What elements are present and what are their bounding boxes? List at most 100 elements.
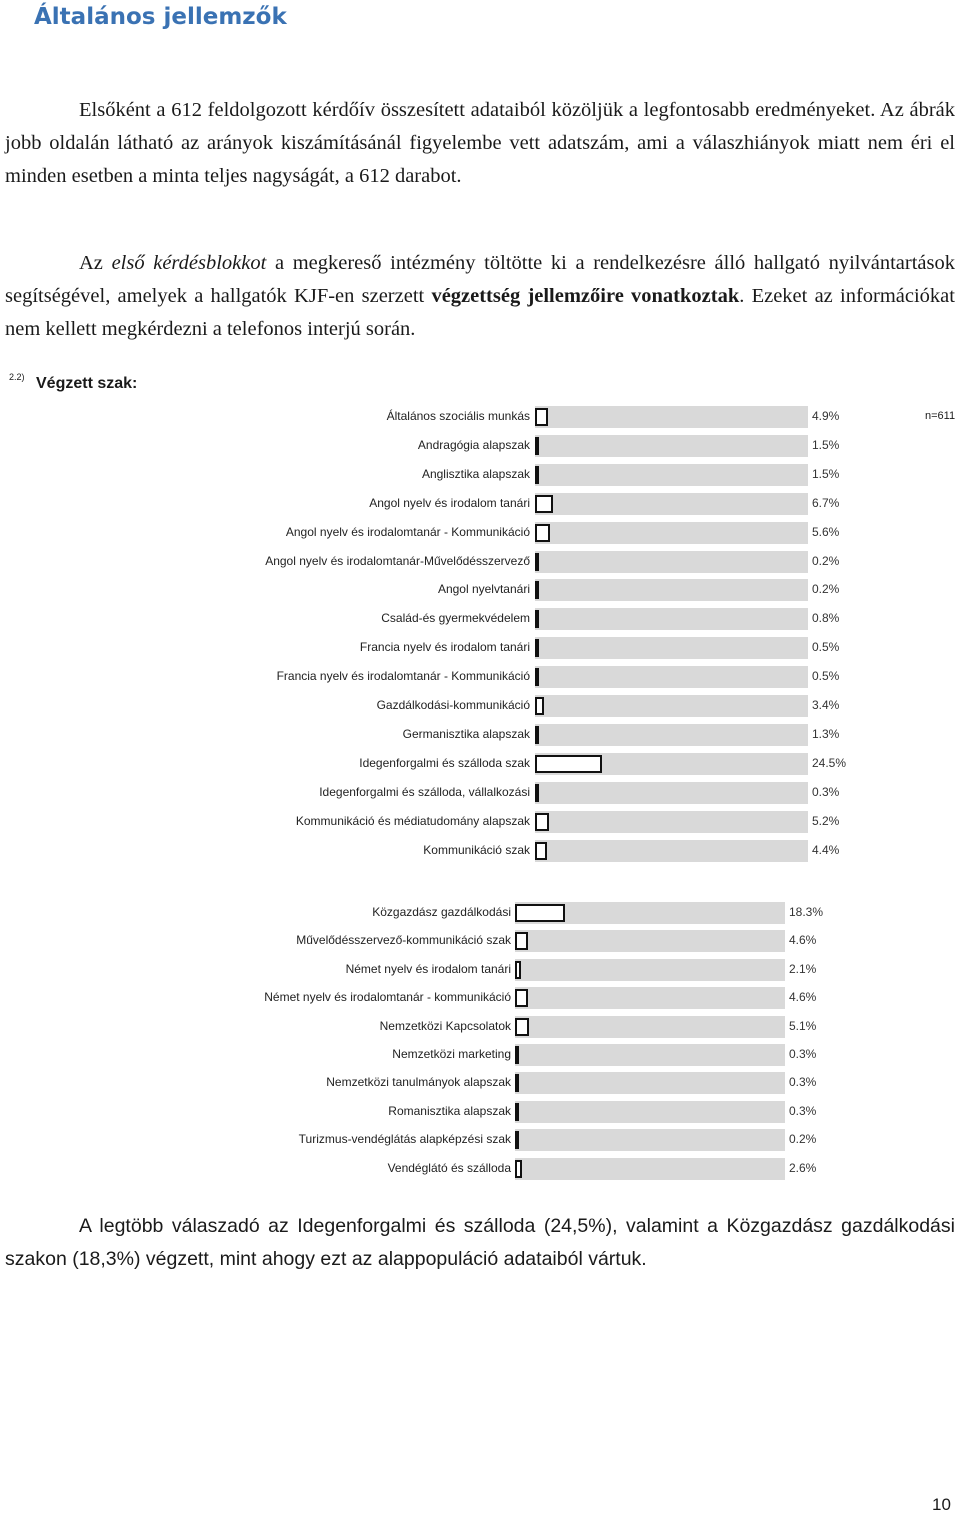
bar xyxy=(535,668,539,686)
category-label: Idegenforgalmi és szálloda, vállalkozási xyxy=(319,785,530,799)
category-label: Nemzetközi Kapcsolatok xyxy=(379,1019,511,1033)
bar-track xyxy=(535,608,808,630)
bar xyxy=(515,961,521,979)
bar-track xyxy=(515,1016,785,1038)
value-label: 0.3% xyxy=(789,1075,817,1089)
bar-track xyxy=(535,840,808,862)
bar xyxy=(535,813,550,831)
value-label: 4.6% xyxy=(789,933,817,947)
category-label: Kommunikáció szak xyxy=(423,843,530,857)
summary-paragraph: A legtöbb válaszadó az Idegenforgalmi és… xyxy=(5,1210,955,1276)
chart-row: Idegenforgalmi és szálloda szak 24.5% xyxy=(0,753,960,775)
bar xyxy=(535,842,548,860)
bar-track xyxy=(515,959,785,981)
bar xyxy=(515,1046,519,1064)
figure-number: 2.2) xyxy=(9,372,25,382)
bar-track xyxy=(515,1072,785,1094)
chart-row: Nemzetközi marketing 0.3% xyxy=(0,1044,960,1066)
value-label: 1.5% xyxy=(812,438,840,452)
category-label: Francia nyelv és irodalomtanár - Kommuni… xyxy=(276,669,530,683)
chart-row: Romanisztika alapszak 0.3% xyxy=(0,1101,960,1123)
value-label: 6.7% xyxy=(812,496,840,510)
bar xyxy=(535,466,540,484)
bar-track xyxy=(535,435,808,457)
p2-text-1: Az xyxy=(79,252,112,274)
bar xyxy=(515,932,528,950)
value-label: 2.1% xyxy=(789,962,817,976)
bar-track xyxy=(535,637,808,659)
value-label: 0.5% xyxy=(812,669,840,683)
value-label: 5.6% xyxy=(812,525,840,539)
chart-row: Közgazdász gazdálkodási 18.3% xyxy=(0,902,960,924)
category-label: Közgazdász gazdálkodási xyxy=(372,905,511,919)
category-label: Általános szociális munkás xyxy=(386,409,530,423)
intro-text: Elsőként a 612 feldolgozott kérdőív össz… xyxy=(5,99,955,187)
chart-row: Művelődésszervező-kommunikáció szak 4.6% xyxy=(0,930,960,952)
bar-track xyxy=(535,724,808,746)
chart-row: Germanisztika alapszak 1.3% xyxy=(0,724,960,746)
p2-italic: első kérdésblokkot xyxy=(111,252,267,274)
category-label: Művelődésszervező-kommunikáció szak xyxy=(296,933,511,947)
chart-row: Általános szociális munkás 4.9% xyxy=(0,406,960,428)
chart-row: Nemzetközi tanulmányok alapszak 0.3% xyxy=(0,1072,960,1094)
category-label: Nemzetközi marketing xyxy=(392,1047,511,1061)
summary-text: A legtöbb válaszadó az Idegenforgalmi és… xyxy=(5,1215,955,1270)
category-label: Család-és gyermekvédelem xyxy=(381,611,530,625)
category-label: Angol nyelv és irodalomtanár-Művelődéssz… xyxy=(265,554,530,568)
chart-row: Francia nyelv és irodalom tanári 0.5% xyxy=(0,637,960,659)
category-label: Angol nyelv és irodalom tanári xyxy=(369,496,530,510)
chart-row: Andragógia alapszak 1.5% xyxy=(0,435,960,457)
value-label: 2.6% xyxy=(789,1161,817,1175)
bar-track xyxy=(515,1158,785,1180)
bar xyxy=(515,1131,519,1149)
value-label: 0.3% xyxy=(812,785,840,799)
bar-track xyxy=(535,579,808,601)
category-label: Anglisztika alapszak xyxy=(421,467,530,481)
value-label: 5.1% xyxy=(789,1019,817,1033)
bar xyxy=(515,904,566,922)
bar xyxy=(535,610,539,628)
figure-title: Végzett szak: xyxy=(36,375,138,392)
bar xyxy=(535,581,539,599)
bar-track xyxy=(535,551,808,573)
chart-row: Német nyelv és irodalomtanár - kommuniká… xyxy=(0,987,960,1009)
bar xyxy=(515,1074,519,1092)
section-heading: Általános jellemzők xyxy=(34,4,287,30)
category-label: Idegenforgalmi és szálloda szak xyxy=(359,756,530,770)
category-label: Vendéglátó és szálloda xyxy=(387,1161,511,1175)
chart-row: Anglisztika alapszak 1.5% xyxy=(0,464,960,486)
bar-track xyxy=(535,493,808,515)
value-label: 0.8% xyxy=(812,611,840,625)
bar-track xyxy=(535,406,808,428)
chart-row: Család-és gyermekvédelem 0.8% xyxy=(0,608,960,630)
bar-track xyxy=(515,987,785,1009)
bar xyxy=(535,784,539,802)
chart-row: Gazdálkodási-kommunikáció 3.4% xyxy=(0,695,960,717)
category-label: Angol nyelvtanári xyxy=(437,582,530,596)
chart-row: Német nyelv és irodalom tanári 2.1% xyxy=(0,959,960,981)
bar-track xyxy=(535,811,808,833)
bar xyxy=(535,726,539,744)
first-block-paragraph: Az első kérdésblokkot a megkereső intézm… xyxy=(5,247,955,346)
bar-track xyxy=(535,753,808,775)
bar-track xyxy=(515,930,785,952)
category-label: Francia nyelv és irodalom tanári xyxy=(359,640,530,654)
bar xyxy=(515,1103,519,1121)
page-number: 10 xyxy=(932,1495,951,1514)
value-label: 24.5% xyxy=(812,756,847,770)
bar xyxy=(535,408,549,426)
bar xyxy=(535,755,603,773)
category-label: Germanisztika alapszak xyxy=(402,727,530,741)
p2-text-3: . Ezeket az információkat nem kellett me… xyxy=(5,285,955,340)
value-label: 1.5% xyxy=(812,467,840,481)
value-label: 0.3% xyxy=(789,1104,817,1118)
category-label: Német nyelv és irodalom tanári xyxy=(345,962,511,976)
bar xyxy=(535,495,554,513)
category-label: Kommunikáció és médiatudomány alapszak xyxy=(295,814,530,828)
bar xyxy=(515,1160,523,1178)
bar xyxy=(535,437,540,455)
value-label: 0.2% xyxy=(812,554,840,568)
chart-row: Kommunikáció és médiatudomány alapszak 5.… xyxy=(0,811,960,833)
bar-track xyxy=(515,902,785,924)
bar-track xyxy=(515,1044,785,1066)
